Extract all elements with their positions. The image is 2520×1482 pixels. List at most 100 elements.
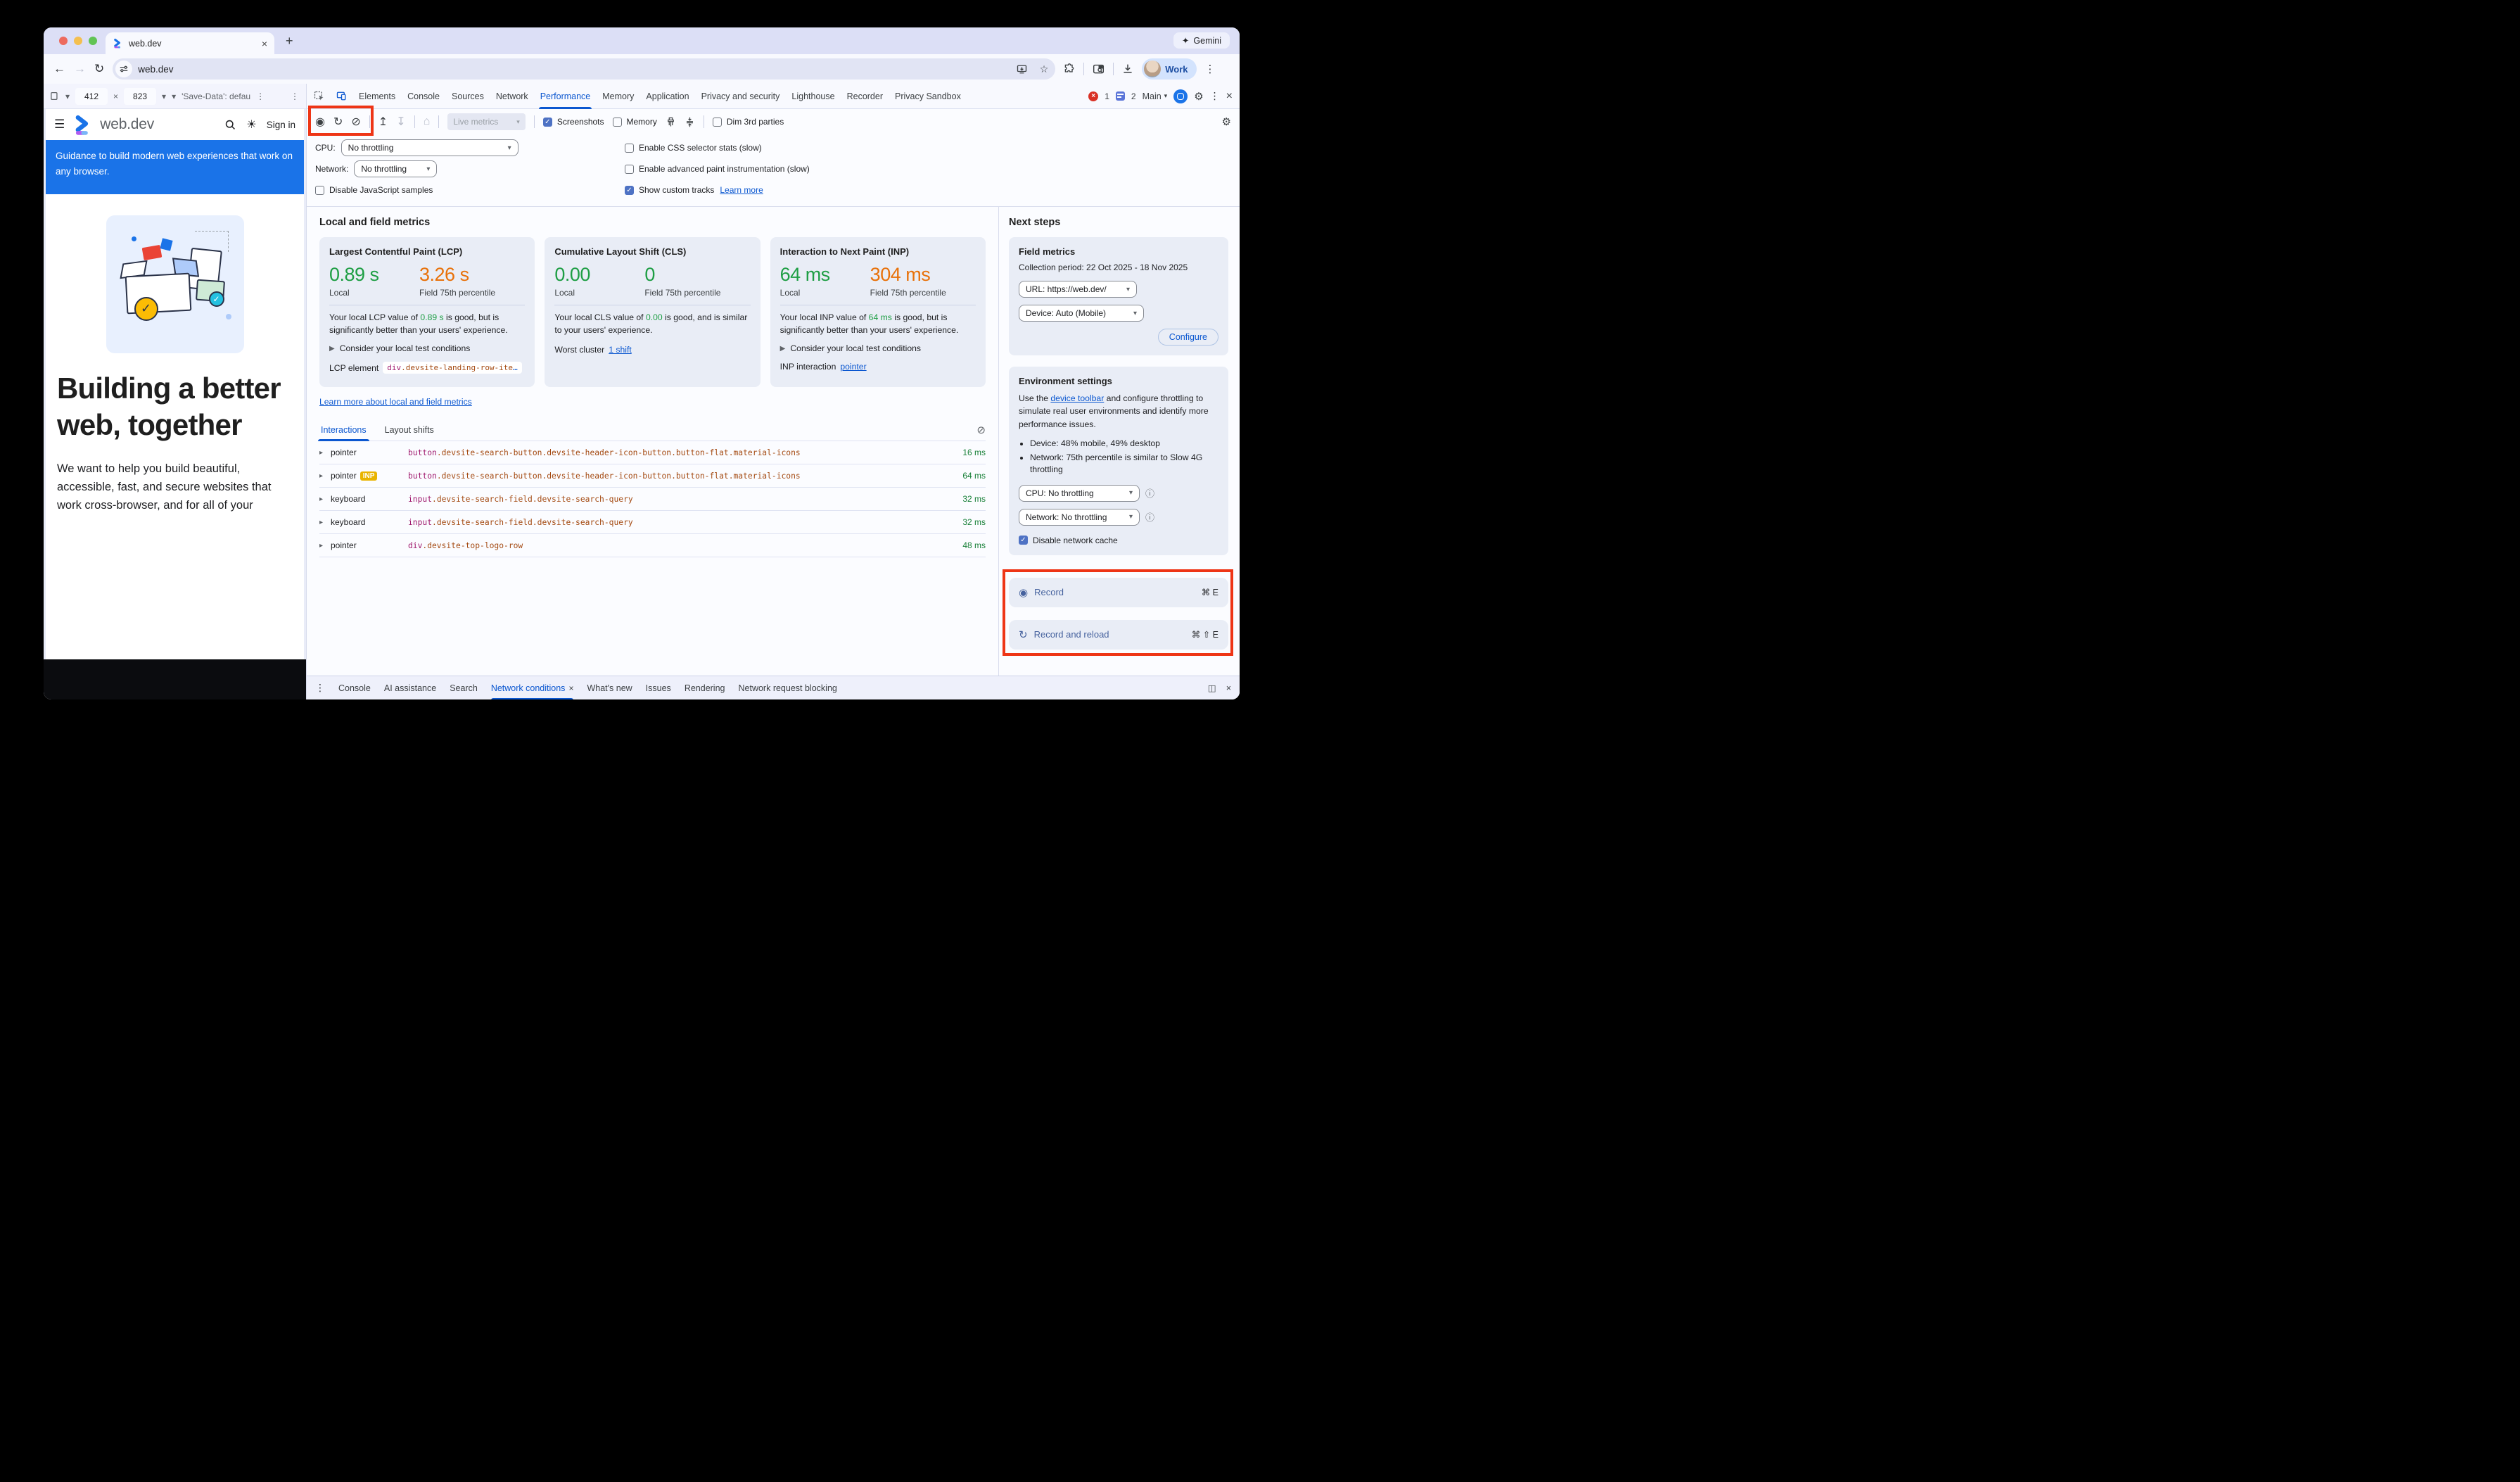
- learn-more-metrics-link[interactable]: Learn more about local and field metrics: [319, 397, 472, 407]
- cpu-throttling-select[interactable]: No throttling ▾: [341, 139, 518, 156]
- drawer-tab-network-request-blocking[interactable]: Network request blocking: [738, 683, 837, 693]
- network-info-icon[interactable]: ⓘ: [1145, 512, 1155, 524]
- tab-elements[interactable]: Elements: [359, 91, 396, 101]
- collapse-tracks-icon[interactable]: [685, 117, 695, 127]
- error-badge-icon[interactable]: ×: [1088, 91, 1099, 101]
- advanced-paint-checkbox[interactable]: Enable advanced paint instrumentation (s…: [625, 164, 810, 174]
- tab-memory[interactable]: Memory: [602, 91, 635, 101]
- interaction-row[interactable]: ▸ pointer button.devsite-search-button.d…: [319, 441, 986, 464]
- browser-menu-icon[interactable]: ⋮: [1204, 63, 1216, 75]
- theme-toggle-icon[interactable]: ☀: [246, 119, 257, 131]
- bookmark-star-icon[interactable]: ☆: [1039, 63, 1049, 75]
- memory-checkbox[interactable]: Memory: [612, 117, 657, 127]
- field-device-select[interactable]: Device: Auto (Mobile) ▾: [1019, 305, 1144, 322]
- tab-performance[interactable]: Performance: [538, 84, 592, 109]
- screenshots-checkbox[interactable]: ✓ Screenshots: [542, 117, 604, 127]
- device-select-icon[interactable]: [51, 91, 60, 101]
- drawer-tab-network-conditions[interactable]: Network conditions ×: [490, 676, 574, 699]
- drawer-tab-ai-assistance[interactable]: AI assistance: [383, 683, 437, 693]
- row-expander-icon[interactable]: ▸: [319, 541, 324, 550]
- tab-privacy-sandbox[interactable]: Privacy Sandbox: [895, 91, 961, 101]
- worst-cluster-link[interactable]: 1 shift: [609, 345, 632, 355]
- network-throttling-select[interactable]: No throttling ▾: [354, 160, 438, 177]
- tab-close-icon[interactable]: ×: [261, 37, 267, 49]
- address-bar[interactable]: web.dev ☆: [113, 58, 1056, 80]
- devtools-close-icon[interactable]: ×: [1226, 89, 1233, 102]
- interaction-row[interactable]: ▸ pointer INP button.devsite-search-butto…: [319, 464, 986, 488]
- throttle-select-caret[interactable]: ▾: [172, 91, 177, 101]
- drawer-tab-whats-new[interactable]: What's new: [587, 683, 632, 693]
- message-count[interactable]: 2: [1131, 91, 1136, 101]
- record-button[interactable]: ◉ Record ⌘ E: [1009, 577, 1228, 607]
- site-settings-icon[interactable]: [115, 61, 133, 77]
- disable-network-cache-checkbox[interactable]: ✓ Disable network cache: [1019, 536, 1218, 545]
- install-page-icon[interactable]: [1013, 64, 1031, 75]
- tab-recorder[interactable]: Recorder: [846, 91, 884, 101]
- dock-side-icon[interactable]: ◫: [1207, 683, 1216, 693]
- configure-button[interactable]: Configure: [1157, 329, 1218, 346]
- drawer-tab-console[interactable]: Console: [338, 683, 371, 693]
- back-icon[interactable]: ←: [53, 62, 65, 75]
- drawer-tab-issues[interactable]: Issues: [645, 683, 671, 693]
- tab-interactions[interactable]: Interactions: [318, 421, 369, 441]
- new-tab-button[interactable]: +: [286, 34, 293, 48]
- inspect-element-icon[interactable]: [314, 91, 324, 101]
- issues-message-icon[interactable]: [1115, 91, 1125, 101]
- tab-lighthouse[interactable]: Lighthouse: [791, 91, 835, 101]
- cpu-info-icon[interactable]: ⓘ: [1145, 488, 1155, 500]
- tab-application[interactable]: Application: [646, 91, 689, 101]
- extensions-icon[interactable]: [1064, 63, 1075, 75]
- row-expander-icon[interactable]: ▸: [319, 448, 324, 457]
- window-close-button[interactable]: [59, 37, 68, 45]
- viewport-width-input[interactable]: [75, 87, 108, 105]
- inp-consider-expander[interactable]: ▶ Consider your local test conditions: [780, 343, 976, 353]
- show-custom-tracks-checkbox[interactable]: ✓ Show custom tracks: [625, 185, 714, 195]
- main-context-selector[interactable]: Main ▾: [1143, 91, 1168, 101]
- toggle-device-toolbar-icon[interactable]: [336, 91, 347, 101]
- clear-log-icon[interactable]: ⊘: [976, 424, 986, 436]
- viewport-height-input[interactable]: [124, 87, 157, 105]
- tab-console[interactable]: Console: [407, 91, 440, 101]
- dim-3rd-parties-checkbox[interactable]: Dim 3rd parties: [712, 117, 784, 127]
- record-icon[interactable]: ◉: [315, 116, 325, 128]
- history-select[interactable]: Live metrics ▾: [447, 113, 526, 130]
- interaction-row[interactable]: ▸ keyboard input.devsite-search-field.de…: [319, 511, 986, 534]
- site-search-icon[interactable]: [224, 119, 236, 131]
- drawer-tab-rendering[interactable]: Rendering: [684, 683, 725, 693]
- profile-button[interactable]: Work: [1142, 58, 1197, 80]
- save-profile-icon[interactable]: ↧: [396, 116, 406, 128]
- tab-layout-shifts[interactable]: Layout shifts: [384, 425, 434, 435]
- field-url-select[interactable]: URL: https://web.dev/ ▾: [1019, 281, 1137, 298]
- drawer-tab-search[interactable]: Search: [450, 683, 478, 693]
- interaction-row[interactable]: ▸ pointer div.devsite-top-logo-row 48 ms: [319, 534, 986, 557]
- sign-in-link[interactable]: Sign in: [266, 119, 295, 130]
- css-selector-stats-checkbox[interactable]: Enable CSS selector stats (slow): [625, 143, 762, 153]
- record-and-reload-icon[interactable]: ↻: [333, 116, 343, 128]
- row-expander-icon[interactable]: ▸: [319, 495, 324, 503]
- error-count[interactable]: 1: [1105, 91, 1109, 101]
- devtools-menu-icon[interactable]: ⋮: [1209, 90, 1220, 101]
- inp-interaction-link[interactable]: pointer: [840, 362, 867, 372]
- interaction-row[interactable]: ▸ keyboard input.devsite-search-field.de…: [319, 488, 986, 511]
- row-expander-icon[interactable]: ▸: [319, 471, 324, 480]
- window-minimize-button[interactable]: [74, 37, 82, 45]
- device-ai-icon[interactable]: [1173, 89, 1188, 103]
- disable-js-samples-checkbox[interactable]: Disable JavaScript samples: [315, 185, 433, 195]
- tab-network[interactable]: Network: [495, 91, 528, 101]
- browser-tab[interactable]: web.dev ×: [106, 32, 274, 54]
- home-icon[interactable]: ⌂: [423, 115, 431, 127]
- downloads-icon[interactable]: [1122, 63, 1133, 75]
- tab-privacy-security[interactable]: Privacy and security: [701, 91, 780, 101]
- drawer-menu-icon[interactable]: ⋮: [315, 682, 325, 693]
- menu-hamburger-icon[interactable]: ☰: [54, 118, 65, 131]
- forward-icon[interactable]: →: [74, 62, 86, 75]
- load-profile-icon[interactable]: ↥: [378, 116, 388, 128]
- zoom-select-caret[interactable]: ▾: [162, 91, 167, 101]
- devtools-settings-icon[interactable]: ⚙: [1194, 90, 1204, 103]
- device-toolbar-options-icon[interactable]: ⋮: [291, 91, 299, 101]
- reload-icon[interactable]: ↻: [94, 62, 105, 75]
- tab-sources[interactable]: Sources: [451, 91, 484, 101]
- drawer-tab-close-icon[interactable]: ×: [568, 683, 574, 693]
- capture-settings-gear-icon[interactable]: ⚙: [1221, 116, 1231, 128]
- device-select-caret[interactable]: ▾: [65, 91, 70, 101]
